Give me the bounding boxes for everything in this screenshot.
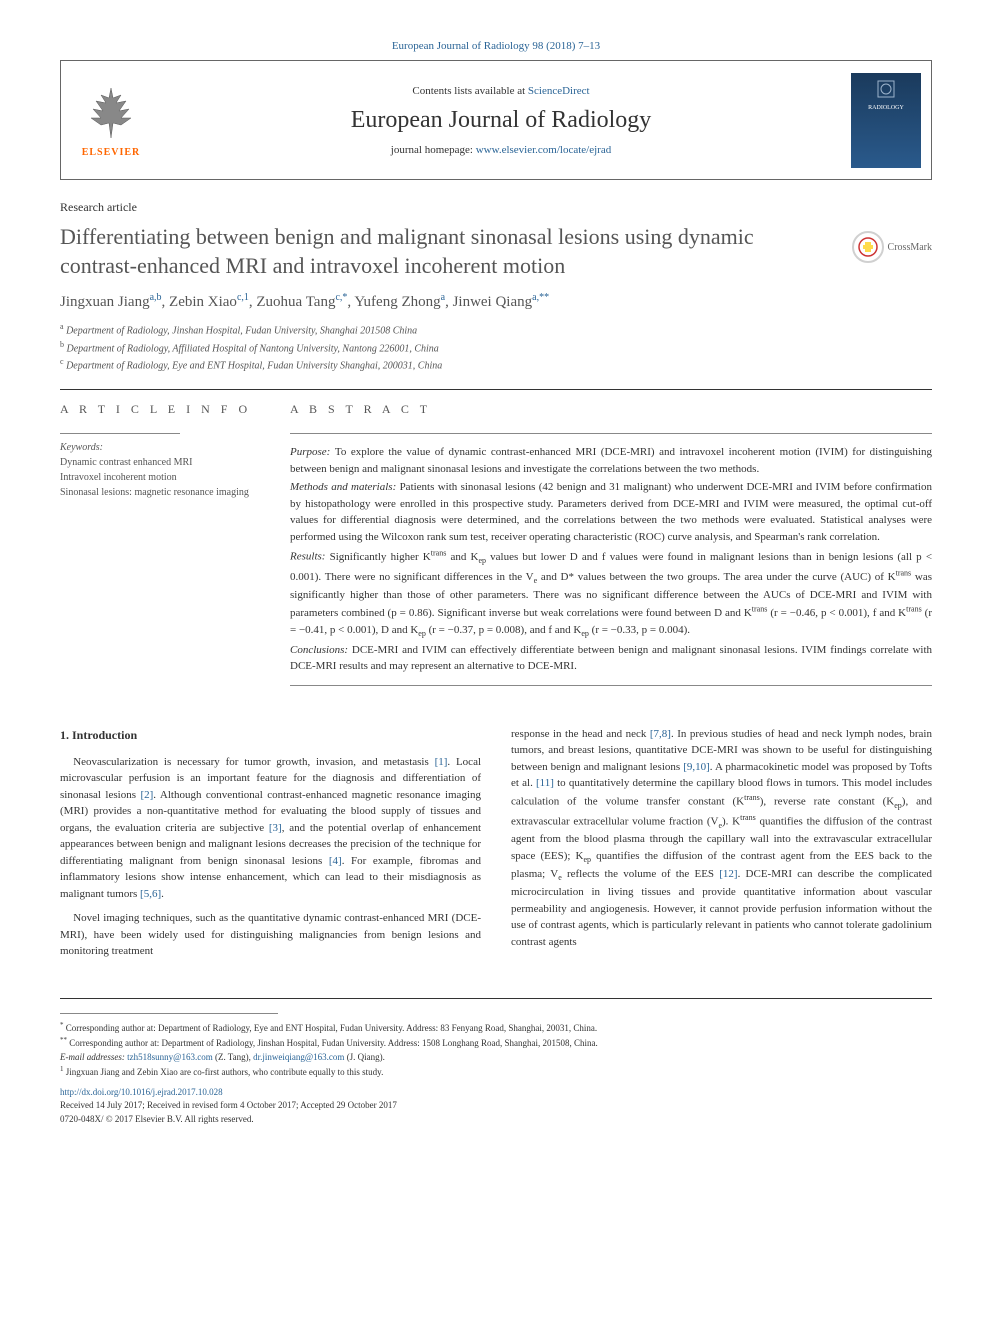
cover-icon bbox=[874, 77, 898, 101]
intro-p1: Neovascularization is necessary for tumo… bbox=[60, 754, 481, 903]
elsevier-label: ELSEVIER bbox=[82, 147, 141, 158]
keyword-1: Dynamic contrast enhanced MRI bbox=[60, 455, 260, 470]
affiliation-c: c Department of Radiology, Eye and ENT H… bbox=[60, 356, 932, 373]
keyword-3: Sinonasal lesions: magnetic resonance im… bbox=[60, 485, 260, 500]
journal-citation[interactable]: European Journal of Radiology 98 (2018) … bbox=[60, 40, 932, 52]
cover-label: RADIOLOGY bbox=[868, 105, 904, 111]
journal-name: European Journal of Radiology bbox=[351, 107, 652, 134]
column-left: 1. Introduction Neovascularization is ne… bbox=[60, 726, 481, 968]
journal-header: ELSEVIER Contents lists available at Sci… bbox=[60, 60, 932, 180]
email-addresses: E-mail addresses: tzh518sunny@163.com (Z… bbox=[60, 1051, 932, 1065]
article-info: A R T I C L E I N F O Keywords: Dynamic … bbox=[60, 402, 260, 696]
keywords: Dynamic contrast enhanced MRI Intravoxel… bbox=[60, 455, 260, 500]
affiliations: a Department of Radiology, Jinshan Hospi… bbox=[60, 321, 932, 373]
abstract-purpose: Purpose: To explore the value of dynamic… bbox=[290, 444, 932, 477]
doi-link[interactable]: http://dx.doi.org/10.1016/j.ejrad.2017.1… bbox=[60, 1086, 932, 1100]
footer: * Corresponding author at: Department of… bbox=[60, 998, 932, 1127]
abstract-results: Results: Significantly higher Ktrans and… bbox=[290, 547, 932, 640]
elsevier-tree-icon bbox=[81, 83, 141, 143]
elsevier-logo[interactable]: ELSEVIER bbox=[61, 61, 161, 179]
article-info-heading: A R T I C L E I N F O bbox=[60, 402, 260, 417]
email-link-2[interactable]: dr.jinweiqiang@163.com bbox=[253, 1052, 344, 1062]
keyword-2: Intravoxel incoherent motion bbox=[60, 470, 260, 485]
sciencedirect-link[interactable]: ScienceDirect bbox=[528, 85, 590, 97]
abstract-heading: A B S T R A C T bbox=[290, 402, 932, 417]
email-name-1: (Z. Tang), bbox=[215, 1052, 253, 1062]
homepage-prefix: journal homepage: bbox=[391, 144, 476, 156]
received-dates: Received 14 July 2017; Received in revis… bbox=[60, 1099, 932, 1113]
affiliation-b: b Department of Radiology, Affiliated Ho… bbox=[60, 339, 932, 356]
cofirst-note: 1 Jingxuan Jiang and Zebin Xiao are co-f… bbox=[60, 1064, 932, 1080]
divider bbox=[60, 389, 932, 390]
article-type: Research article bbox=[60, 200, 932, 215]
abstract-conclusions: Conclusions: DCE-MRI and IVIM can effect… bbox=[290, 642, 932, 675]
authors: Jingxuan Jianga,b, Zebin Xiaoc,1, Zuohua… bbox=[60, 292, 932, 311]
email-link-1[interactable]: tzh518sunny@163.com bbox=[127, 1052, 213, 1062]
homepage-link[interactable]: www.elsevier.com/locate/ejrad bbox=[476, 144, 612, 156]
homepage-line: journal homepage: www.elsevier.com/locat… bbox=[391, 144, 611, 156]
intro-p3: response in the head and neck [7,8]. In … bbox=[511, 726, 932, 951]
journal-cover[interactable]: RADIOLOGY bbox=[841, 61, 931, 179]
email-name-2: (J. Qiang). bbox=[347, 1052, 385, 1062]
contents-prefix: Contents lists available at bbox=[412, 85, 527, 97]
abstract: A B S T R A C T Purpose: To explore the … bbox=[290, 402, 932, 696]
column-right: response in the head and neck [7,8]. In … bbox=[511, 726, 932, 968]
header-center: Contents lists available at ScienceDirec… bbox=[161, 61, 841, 179]
crossmark-badge[interactable]: CrossMark bbox=[852, 223, 932, 263]
intro-heading: 1. Introduction bbox=[60, 726, 481, 744]
corresponding-1: * Corresponding author at: Department of… bbox=[60, 1020, 932, 1036]
body-text: 1. Introduction Neovascularization is ne… bbox=[60, 726, 932, 968]
crossmark-icon bbox=[858, 237, 878, 257]
copyright: 0720-048X/ © 2017 Elsevier B.V. All righ… bbox=[60, 1113, 932, 1127]
intro-p2: Novel imaging techniques, such as the qu… bbox=[60, 910, 481, 960]
abstract-methods: Methods and materials: Patients with sin… bbox=[290, 479, 932, 545]
affiliation-a: a Department of Radiology, Jinshan Hospi… bbox=[60, 321, 932, 338]
corresponding-2: ** Corresponding author at: Department o… bbox=[60, 1035, 932, 1051]
contents-line: Contents lists available at ScienceDirec… bbox=[412, 85, 589, 97]
crossmark-label: CrossMark bbox=[888, 242, 932, 253]
keywords-label: Keywords: bbox=[60, 442, 260, 453]
article-title: Differentiating between benign and malig… bbox=[60, 223, 832, 280]
